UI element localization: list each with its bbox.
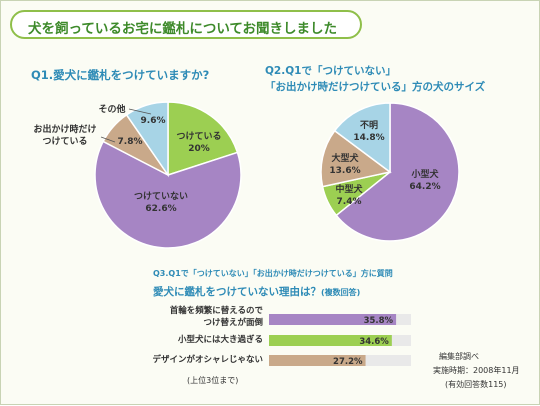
- q2-label-fumei: 不明: [360, 120, 378, 131]
- bar-1: [269, 314, 397, 325]
- q1-label-odekake-line1: お出かけ時だけ: [33, 123, 96, 135]
- q2-value-fumei: 14.8%: [353, 133, 384, 143]
- q1-odekake-leader: [100, 136, 116, 143]
- bar-3: [269, 355, 366, 366]
- bar-value-2: 34.6%: [359, 337, 389, 347]
- bar-2: [269, 335, 392, 346]
- pie-slice-2: [94, 140, 242, 249]
- responses-note: (有効回答数115): [445, 380, 507, 389]
- q2-label-chugata: 中型犬: [335, 183, 363, 195]
- q1-title: Q1.愛犬に鑑札をつけていますか?: [31, 68, 210, 82]
- q1-label-tsuketeiru: つけている: [176, 131, 221, 142]
- pie-slice-4: [333, 102, 391, 174]
- period-note: 実施時期：2008年11月: [433, 366, 520, 375]
- q2-title-line2: 「お出かけ時だけつけている」方の犬のサイズ: [265, 81, 486, 93]
- q1-sonota-leader: [128, 108, 152, 115]
- pie-slice-3: [320, 129, 392, 188]
- bar-label-1-1: 首輪を頻繁に替えるので: [170, 305, 264, 316]
- main-title: 犬を飼っているお宅に鑑札についてお聞きしました: [28, 21, 338, 37]
- q2-value-chugata: 7.4%: [337, 197, 362, 207]
- q3-title: 愛犬に鑑札をつけていない理由は？(複数回答): [153, 284, 360, 299]
- q3-title-note: (複数回答): [321, 288, 361, 297]
- bar-value-3: 27.2%: [333, 357, 363, 367]
- q1-label-sonota: その他: [98, 103, 125, 115]
- q1-value-sonota: 9.6%: [141, 116, 166, 126]
- q1-label-odekake-line2: つけている: [42, 136, 87, 147]
- q2-label-ogata: 大型犬: [331, 152, 359, 164]
- q2-label-kogata: 小型犬: [410, 168, 439, 180]
- pie-slice-2: [321, 171, 391, 217]
- q3-title-text: 愛犬に鑑札をつけていない理由は？: [153, 286, 321, 298]
- bar-track-3: [269, 355, 411, 366]
- pie-slice-3: [102, 113, 169, 176]
- bar-label-2-1: 小型犬には大き過ぎる: [177, 334, 263, 345]
- q1-value-tsuketeiru: 20%: [188, 144, 210, 154]
- q1-value-tsuketeinai: 62.6%: [145, 204, 176, 214]
- q1-label-tsuketeinai: つけていない: [134, 191, 188, 202]
- q2-value-kogata: 64.2%: [409, 182, 440, 192]
- q3-subtitle: Q3.Q1で「つけていない」「お出かけ時だけつけている」方に質問: [153, 269, 393, 278]
- bar-label-1-2: つけ替えが面倒: [203, 317, 263, 328]
- q2-value-ogata: 13.6%: [329, 166, 360, 176]
- q1-value-odekake: 7.8%: [118, 137, 143, 147]
- q2-title-line1: Q2.Q1で「つけていない」: [265, 65, 396, 77]
- bar-value-1: 35.8%: [364, 316, 394, 326]
- pie-slice-1: [335, 102, 460, 242]
- bar-label-3-1: デザインがオシャレじゃない: [152, 354, 263, 365]
- main-title-pill: 犬を飼っているお宅に鑑札についてお聞きしました: [10, 10, 362, 39]
- top3-note: (上位3位まで): [187, 376, 239, 385]
- source-note: 編集部調べ: [439, 352, 479, 361]
- bar-track-2: [269, 335, 411, 346]
- bar-track-1: [269, 314, 411, 325]
- pie-slice-1: [167, 101, 239, 177]
- pie-slice-4: [125, 101, 169, 178]
